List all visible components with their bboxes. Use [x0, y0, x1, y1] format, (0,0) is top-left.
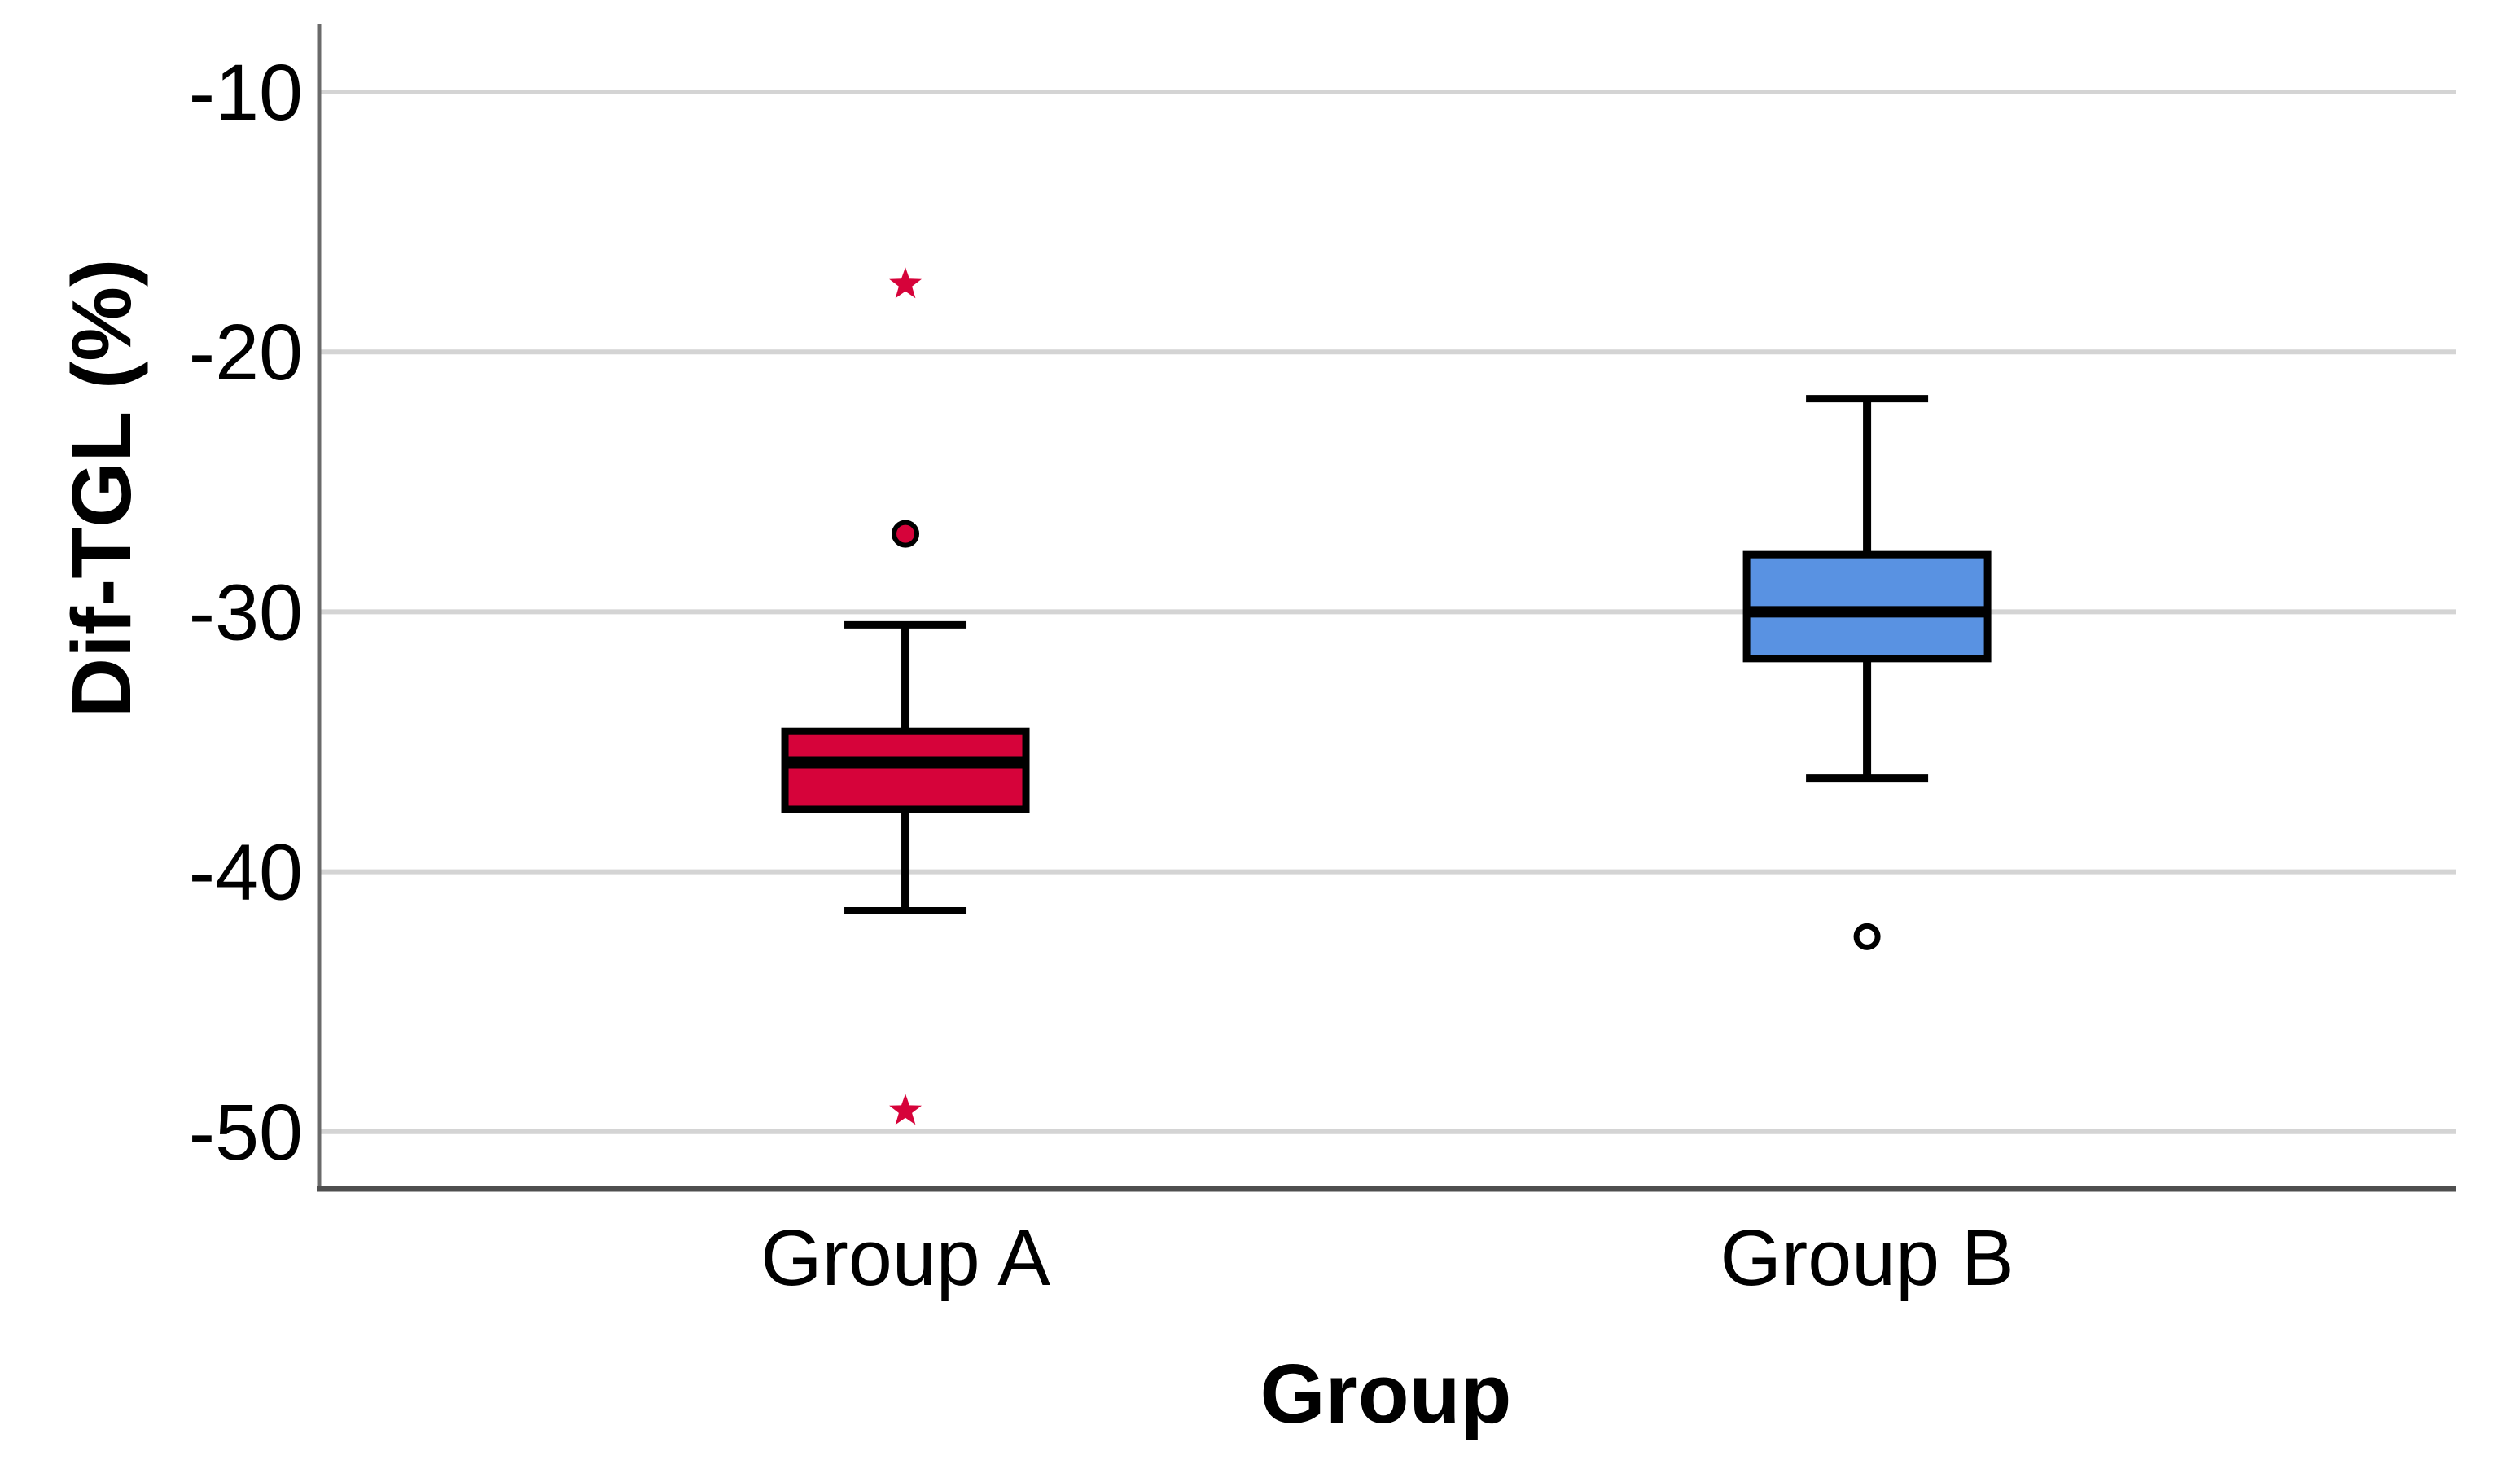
y-tick-label: -30	[189, 568, 303, 656]
y-tick-label: -10	[189, 48, 303, 137]
x-axis-title-text: Group	[1260, 1347, 1512, 1440]
y-tick-label: -20	[189, 308, 303, 397]
category-label: Group A	[760, 1213, 1050, 1302]
category-label: Group B	[1720, 1213, 2014, 1302]
outlier-star-marker	[889, 267, 922, 299]
box-group-a	[781, 727, 1030, 813]
outlier-open-circle-marker	[1853, 923, 1881, 950]
y-tick-label: -40	[189, 828, 303, 917]
outlier-star-marker	[889, 1094, 922, 1125]
outlier-filled-circle-marker	[892, 520, 920, 548]
y-axis-title-text: Dif-TGL (%)	[55, 258, 148, 719]
y-tick-label: -50	[189, 1088, 303, 1177]
